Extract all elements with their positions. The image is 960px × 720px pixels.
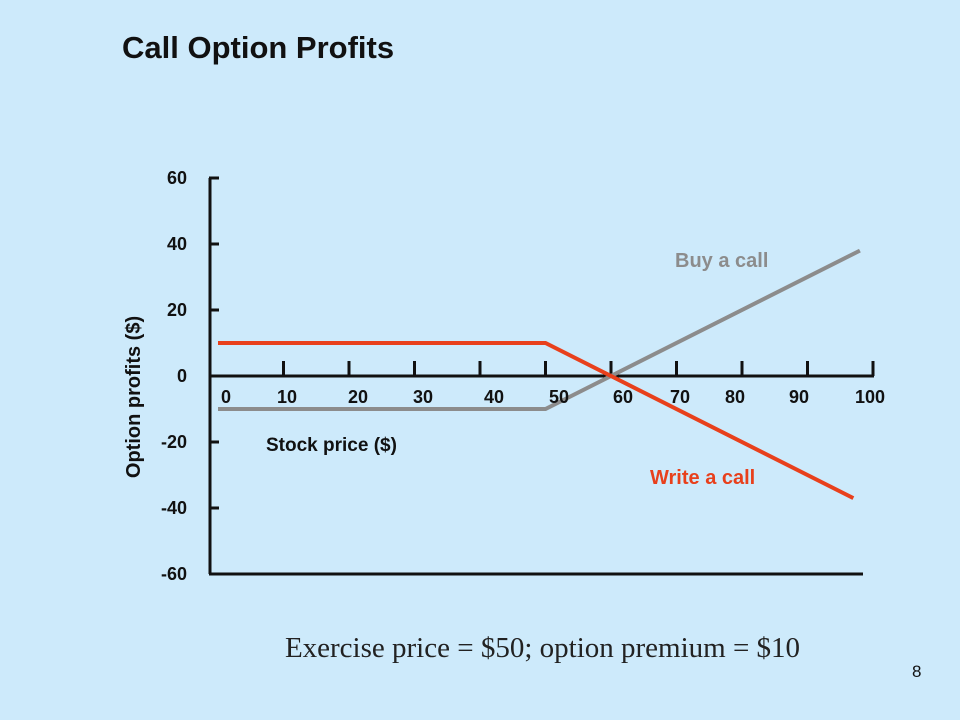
chart-series bbox=[218, 248, 861, 500]
y-tick-label: 60 bbox=[167, 168, 187, 188]
y-tick-label: -40 bbox=[161, 498, 187, 518]
x-tick-label: 20 bbox=[348, 387, 368, 407]
x-tick-label: 30 bbox=[413, 387, 433, 407]
write-a-call-line bbox=[218, 341, 855, 500]
y-tick-label: 40 bbox=[167, 234, 187, 254]
write-a-call-label: Write a call bbox=[650, 467, 755, 489]
x-tick-label: 80 bbox=[725, 387, 745, 407]
y-axis-title: Option profits ($) bbox=[123, 316, 145, 478]
slide-title: Call Option Profits bbox=[122, 30, 395, 65]
chart-labels: 60 40 20 0 -20 -40 -60 0 10 20 30 40 50 60 70 80 90 100 Bu… bbox=[123, 168, 885, 584]
x-tick-label: 0 bbox=[221, 387, 231, 407]
x-tick-label: 40 bbox=[484, 387, 504, 407]
buy-a-call-line bbox=[218, 248, 861, 411]
buy-a-call-label: Buy a call bbox=[675, 250, 768, 272]
x-tick-label: 70 bbox=[670, 387, 690, 407]
chart-axes bbox=[208, 176, 875, 576]
x-tick-label: 60 bbox=[613, 387, 633, 407]
x-tick-label: 100 bbox=[855, 387, 885, 407]
y-tick-label: 20 bbox=[167, 300, 187, 320]
x-tick-label: 10 bbox=[277, 387, 297, 407]
exercise-price-caption: Exercise price = $50; option premium = $… bbox=[284, 632, 801, 664]
page-number: 8 bbox=[912, 662, 922, 681]
x-tick-label: 50 bbox=[549, 387, 569, 407]
x-tick-label: 90 bbox=[789, 387, 809, 407]
x-axis-title: Stock price ($) bbox=[266, 435, 397, 456]
y-tick-label: -60 bbox=[161, 564, 187, 584]
y-tick-label: -20 bbox=[161, 432, 187, 452]
y-tick-label: 0 bbox=[177, 366, 187, 386]
